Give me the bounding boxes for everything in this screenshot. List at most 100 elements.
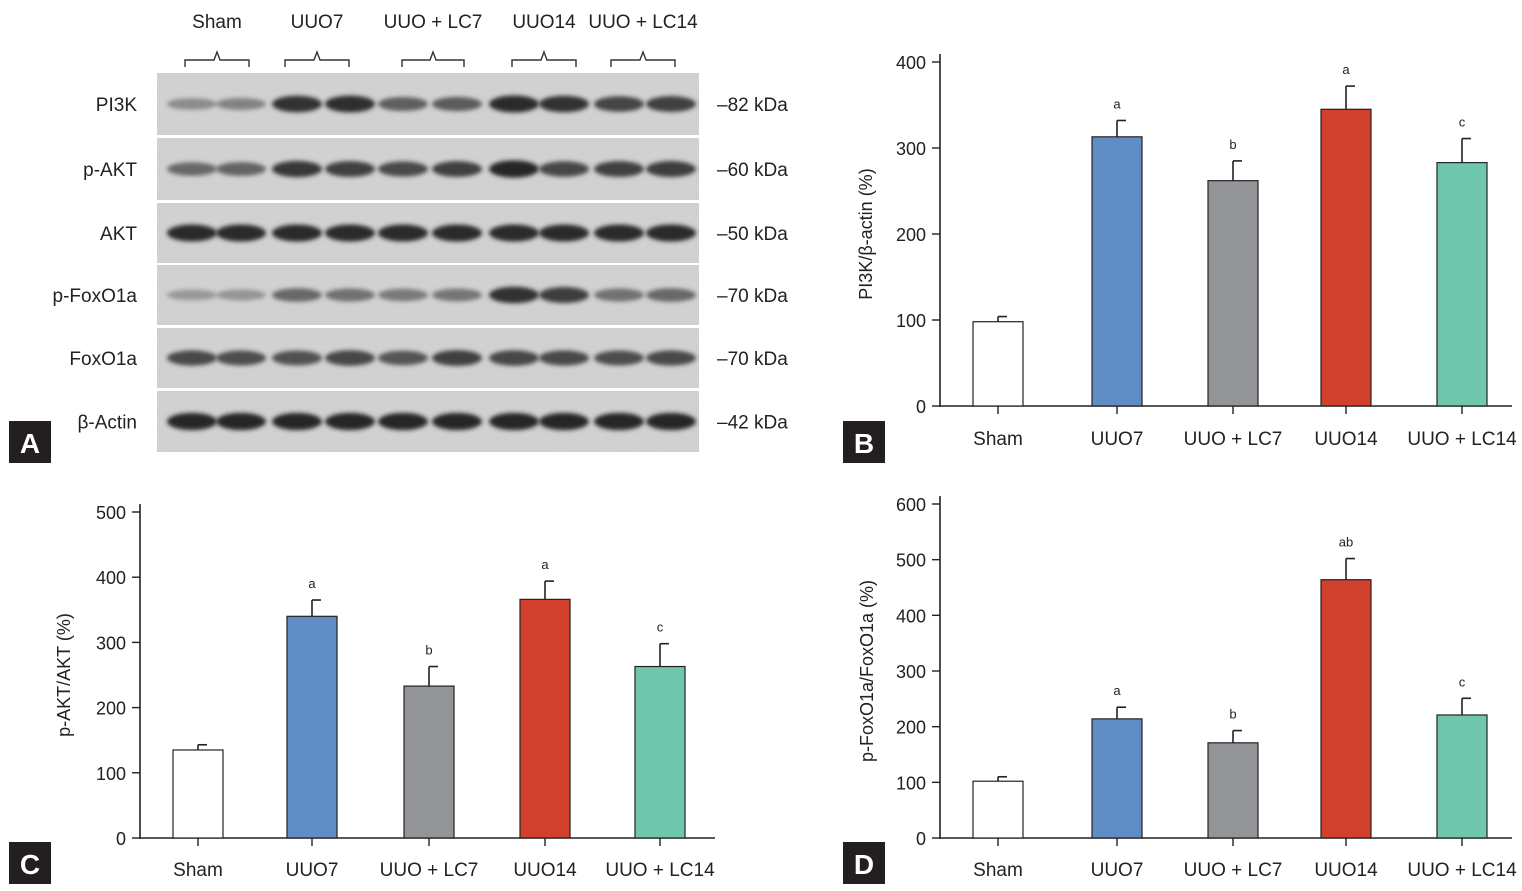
- blot-band: [594, 161, 644, 177]
- blot-band: [378, 412, 428, 431]
- blot-band: [489, 286, 539, 304]
- blot-group-label-sham: Sham: [192, 12, 242, 33]
- panel-a-letter-box: [9, 421, 51, 463]
- chart-b-significance-label: c: [1459, 115, 1466, 130]
- blot-band: [325, 95, 375, 113]
- blot-group-label-uuo-lc7: UUO + LC7: [384, 12, 483, 33]
- blot-band: [325, 224, 375, 242]
- panel-d-letter-box: [843, 842, 885, 884]
- chart-d-x-tick-label-sham: Sham: [973, 860, 1023, 881]
- chart-b-y-tick-label: 400: [896, 53, 926, 73]
- chart-c-y-tick-label: 0: [116, 829, 126, 849]
- blot-band: [646, 96, 696, 112]
- blot-protein-label-p-foxo1a: p-FoxO1a: [53, 286, 138, 307]
- blot-group-label-uuo7: UUO7: [291, 12, 344, 33]
- panel-a-letter: A: [20, 428, 40, 459]
- chart-b-significance-label: b: [1229, 137, 1236, 152]
- chart-b-y-tick-label: 200: [896, 225, 926, 245]
- blot-kda-label-actin: –42 kDa: [717, 413, 788, 434]
- chart-d-y-tick-label: 300: [896, 662, 926, 682]
- blot-band: [272, 288, 322, 302]
- blot-band: [646, 288, 696, 302]
- chart-d-significance-label: ab: [1339, 535, 1353, 550]
- blot-band: [378, 161, 428, 177]
- chart-d-bar-sham: [972, 780, 1024, 839]
- chart-b-x-tick-label-uuo-lc7: UUO + LC7: [1184, 429, 1283, 450]
- blot-band: [646, 350, 696, 366]
- blot-band: [325, 288, 375, 302]
- blot-band: [539, 287, 589, 303]
- chart-c-y-tick-label: 500: [96, 503, 126, 523]
- blot-band: [378, 350, 428, 366]
- blot-group-label-uuo14: UUO14: [512, 12, 576, 33]
- blot-band: [539, 224, 589, 242]
- chart-d-y-tick-label: 600: [896, 495, 926, 515]
- blot-band: [167, 289, 217, 301]
- blot-band: [539, 161, 589, 177]
- chart-c-y-tick-label: 300: [96, 633, 126, 653]
- chart-c-y-axis-label: p-AKT/AKT (%): [54, 613, 74, 737]
- blot-group-brace-uuo-lc7: [401, 50, 465, 67]
- chart-d-y-tick-label: 0: [916, 829, 926, 849]
- chart-c-x-tick-label-uuo-lc14: UUO + LC14: [605, 860, 715, 881]
- blot-band: [272, 412, 322, 431]
- blot-band: [489, 224, 539, 242]
- chart-b-bar-uuo7: [1091, 136, 1143, 407]
- blot-band: [216, 350, 266, 366]
- chart-d-y-tick-label: 400: [896, 606, 926, 626]
- chart-b-x-tick-label-sham: Sham: [973, 429, 1023, 450]
- blot-protein-label-actin: β-Actin: [78, 413, 138, 434]
- blot-band: [325, 412, 375, 431]
- chart-c-x-tick-label-uuo7: UUO7: [286, 860, 339, 881]
- chart-c-y-tick-label: 400: [96, 568, 126, 588]
- chart-b-x-tick-label-uuo14: UUO14: [1314, 429, 1378, 450]
- blot-kda-label-p-akt: –60 kDa: [717, 160, 788, 181]
- blot-protein-label-pi3k: PI3K: [96, 95, 138, 116]
- chart-c-bar-uuo7: [286, 615, 338, 839]
- blot-band: [216, 98, 266, 110]
- chart-d-x-tick-label-uuo-lc14: UUO + LC14: [1407, 860, 1517, 881]
- blot-band: [378, 224, 428, 242]
- blot-protein-label-akt: AKT: [100, 224, 137, 245]
- blot-band: [272, 160, 322, 178]
- blot-band: [272, 224, 322, 242]
- blot-band: [272, 350, 322, 366]
- chart-d-y-tick-label: 200: [896, 718, 926, 738]
- blot-band: [216, 162, 266, 176]
- blot-band: [594, 96, 644, 112]
- blot-band: [489, 160, 539, 178]
- blot-band: [432, 161, 482, 177]
- blot-band: [646, 161, 696, 177]
- chart-c-y-tick-label: 100: [96, 764, 126, 784]
- blot-band: [432, 350, 482, 366]
- chart-b-bar-uuo14: [1320, 108, 1372, 407]
- blot-group-brace-uuo14: [511, 50, 577, 67]
- blot-band: [594, 412, 644, 431]
- blot-band: [216, 289, 266, 301]
- blot-group-brace-uuo7: [284, 50, 350, 67]
- blot-band: [167, 162, 217, 176]
- chart-b-x-tick-label-uuo-lc14: UUO + LC14: [1407, 429, 1517, 450]
- blot-group-brace-uuo-lc14: [610, 50, 676, 67]
- blot-band: [167, 98, 217, 110]
- blot-band: [325, 350, 375, 366]
- blot-band: [378, 288, 428, 302]
- chart-d-bar-uuo-lc7: [1207, 742, 1259, 839]
- chart-d-significance-label: a: [1113, 683, 1121, 698]
- blot-band: [432, 96, 482, 112]
- chart-d-bar-uuo7: [1091, 718, 1143, 839]
- chart-c-bar-uuo-lc7: [403, 685, 455, 839]
- panel-b-letter-box: [843, 421, 885, 463]
- chart-c-significance-label: c: [657, 620, 664, 635]
- chart-c-significance-label: a: [308, 576, 316, 591]
- blot-band: [216, 224, 266, 242]
- chart-c-bar-uuo-lc14: [634, 665, 686, 839]
- chart-b-y-tick-label: 300: [896, 139, 926, 159]
- blot-group-brace-sham: [184, 50, 250, 67]
- chart-d-y-tick-label: 100: [896, 773, 926, 793]
- chart-c-bar-sham: [172, 749, 224, 839]
- blot-kda-label-akt: –50 kDa: [717, 224, 788, 245]
- panel-a-western-blot: Sham UUO7 UUO + LC7 UUO14 UUO + LC14 PI3K –82 …: [9, 12, 788, 463]
- blot-protein-label-p-akt: p-AKT: [83, 160, 137, 181]
- chart-c-bar-uuo14: [519, 598, 571, 839]
